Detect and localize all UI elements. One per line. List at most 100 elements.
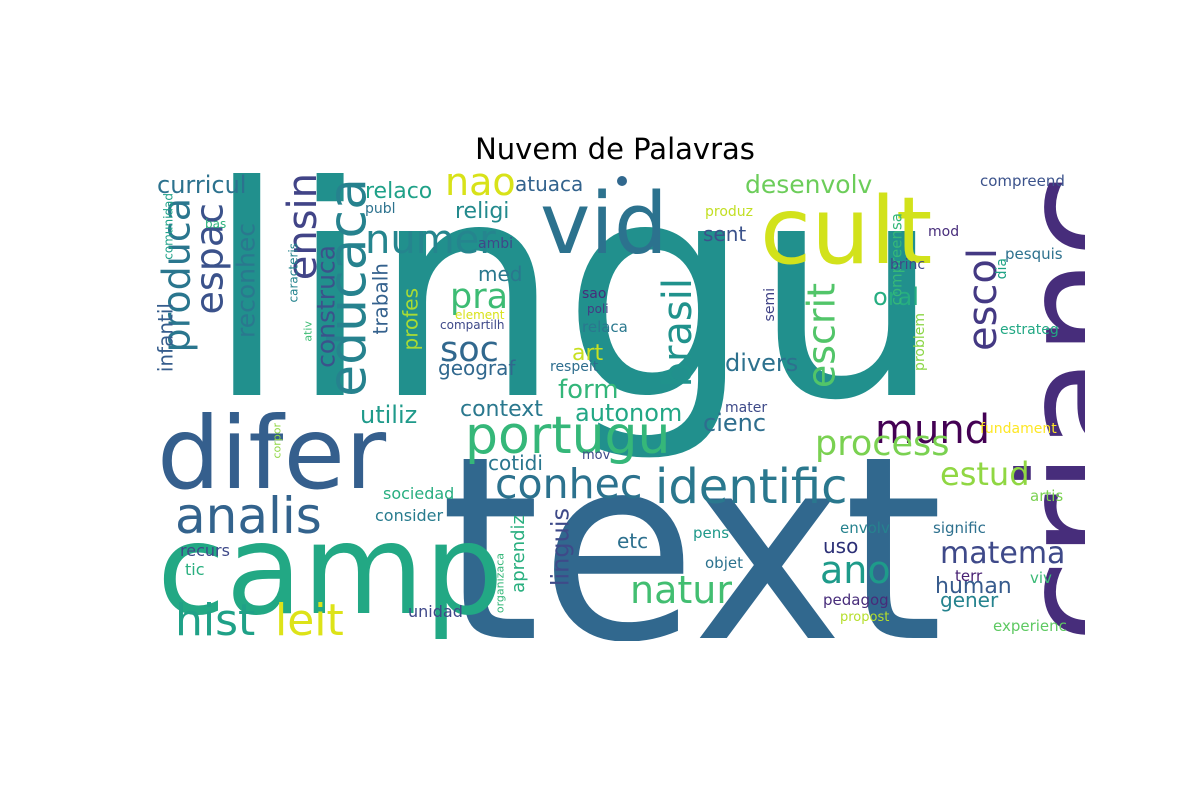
cloud-word-dia: dia [994,258,1010,279]
cloud-word-analis: analis [175,487,322,545]
cloud-word-compreend: compreend [980,173,1065,190]
cloud-word-signific: signific [933,519,986,537]
cloud-word-fundament: fundament [980,421,1057,437]
cloud-word-pens: pens [693,524,729,542]
cloud-word-respeit: respeit [550,359,599,375]
cloud-word-text: text [440,402,943,641]
cloud-word-bas: bas [205,217,226,231]
cloud-word-uso: uso [823,534,858,558]
cloud-word-process: process [815,424,950,464]
cloud-word-trabalh: trabalh [369,263,393,335]
cloud-word-leit: leit [275,595,344,641]
cloud-word-gener: gener [940,588,999,612]
cloud-word-mater: mater [725,400,767,416]
cloud-word-soc: soc [440,330,499,370]
cloud-word-context: context [460,397,543,422]
cloud-word-pra: pra [450,277,508,317]
cloud-word-brasil: brasil [655,278,701,387]
cloud-word-lingu: lingu [205,173,942,466]
cloud-word-med: med [478,262,522,286]
cloud-word-mov: mov [582,448,611,463]
cloud-word-semi: semi [762,288,778,321]
cloud-word-vid: vid [540,175,668,274]
cloud-word-aprendiz: aprendiz [508,515,529,593]
cloud-word-artis: artis [1030,487,1063,505]
cloud-word-pesquis: pesquis [1005,245,1063,263]
cloud-word-escol: escol [960,248,1006,351]
cloud-word-compreensa: compreensa [888,213,906,305]
cloud-word-experienc: experienc [993,617,1067,635]
cloud-word-cienc: cienc [703,409,766,437]
cloud-word-educaca: educaca [319,178,379,397]
cloud-word-recurs: recurs [180,541,230,560]
cloud-word-sao: sao [582,286,606,302]
cloud-word-terr: terr [955,567,983,585]
cloud-word-consider: consider [375,506,444,525]
cloud-word-nao: nao [445,173,516,204]
cloud-word-sent: sent [703,222,746,246]
cloud-word-relaco: relaco [365,179,432,204]
cloud-word-produz: produz [705,204,753,220]
cloud-word-matema: matema [940,536,1065,571]
cloud-word-camp: camp [157,498,503,641]
cloud-word-envolv: envolv [840,519,890,537]
cloud-word-oral: oral [873,283,919,311]
cloud-word-ativ: ativ [302,321,315,342]
cloud-word-escrit: escrit [800,283,844,388]
cloud-word-brinc: brinc [890,257,925,273]
cloud-word-cult: cult [760,177,932,285]
cloud-word-curricul: curricul [157,173,246,199]
cloud-word-problem: problem [912,313,928,371]
cloud-word-publ: publ [365,201,396,217]
cloud-word-ensin: ensin [280,173,326,280]
cloud-word-ano: ano [820,548,891,592]
cloud-word-difer: difer [157,395,387,512]
cloud-word-tic: tic [185,560,205,579]
cloud-word-compartilh: compartilh [440,318,505,332]
cloud-word-pedagog: pedagog [823,591,889,609]
cloud-word-utiliz: utiliz [360,401,417,429]
cloud-word-form: form [558,375,619,405]
cloud-word-corpor: corpor [271,423,284,459]
cloud-word-cotidi: cotidi [488,451,543,475]
cloud-word-natur: natur [630,568,732,612]
cloud-word-poli: poli [587,302,609,316]
cloud-word-geograf: geograf [438,356,516,380]
cloud-word-mund: mund [875,407,990,453]
cloud-word-unidad: unidad [408,602,463,621]
cloud-word-infantil: infantil [155,303,178,372]
cloud-word-hist: hist [175,595,255,641]
cloud-word-propost: propost [840,610,889,625]
cloud-word-reconhec: reconhec [232,223,261,338]
cloud-word-construca: construca [312,245,341,368]
cloud-word-produca: produca [155,198,199,353]
cloud-word-mod: mod [928,224,959,240]
cloud-word-sociedad: sociedad [383,484,454,503]
cloud-word-divers: divers [725,349,798,377]
cloud-word-conhec: conhec [495,460,642,508]
cloud-word-caracteris: caracteris [286,243,300,302]
cloud-word-ambi: ambi [478,236,513,252]
cloud-word-objet: objet [705,554,743,572]
cloud-word-comunidad: comunidad [161,193,175,260]
cloud-word-desenvolv: desenvolv [745,173,873,199]
cloud-dot-mark [617,176,627,186]
cloud-word-viv: viv [1030,569,1052,587]
cloud-word-human: human [935,574,1012,599]
cloud-word-portugu: portugu [465,406,671,466]
cloud-word-profes: profes [399,288,423,350]
cloud-word-autonom: autonom [575,399,682,427]
cloud-word-etc: etc [617,529,648,553]
cloud-word-estrateg: estrateg [1000,322,1059,338]
cloud-word-linguis: linguis [547,508,575,586]
cloud-word-organizaca: organizaca [494,553,507,613]
cloud-word-art: art [572,341,604,366]
cloud-word-identific: identific [655,459,848,515]
cloud-word-espac: espac [188,203,232,314]
cloud-word-crianc: crianc [987,173,1085,641]
cloud-word-atuaca: atuaca [515,173,583,196]
cloud-word-religi: religi [455,199,509,224]
cloud-word-element: element [455,308,505,322]
chart-title: Nuvem de Palavras [475,132,755,166]
